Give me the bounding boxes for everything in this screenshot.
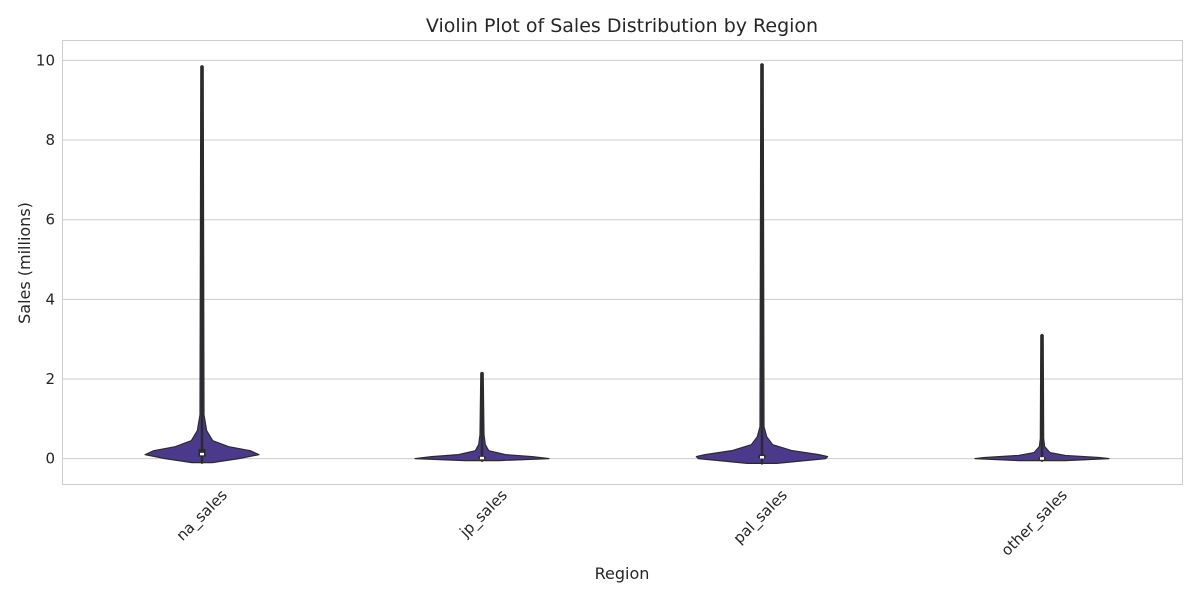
violins: [144, 63, 1110, 465]
gridlines: [62, 59, 1183, 460]
y-tick-label: 0: [45, 450, 55, 468]
violin-median: [200, 452, 204, 456]
y-tick-label: 2: [45, 370, 55, 388]
y-tick-label: 8: [45, 131, 55, 149]
x-axis-title: Region: [595, 564, 650, 583]
x-tick-label: na_sales: [173, 486, 232, 545]
x-tick-label: jp_sales: [455, 486, 511, 542]
y-axis-title: Sales (millions): [15, 202, 34, 324]
y-tick-label: 4: [45, 290, 55, 308]
violin-median: [760, 456, 764, 459]
plot-frame: [62, 40, 1183, 485]
y-tick-labels: 0 2 4 6 8 10: [36, 51, 55, 467]
violin-na_sales: [144, 65, 260, 464]
violin-other_sales: [974, 333, 1110, 462]
y-tick-label: 6: [45, 211, 55, 229]
x-tick-label: pal_sales: [730, 486, 792, 548]
violin-median: [1040, 457, 1044, 460]
x-tick-labels: na_sales jp_sales pal_sales other_sales: [173, 486, 1072, 560]
violin-jp_sales: [414, 371, 550, 462]
chart-title: Violin Plot of Sales Distribution by Reg…: [426, 15, 818, 37]
y-tick-label: 10: [36, 51, 55, 69]
violin-median: [480, 456, 484, 460]
violin-pal_sales: [695, 63, 829, 465]
x-tick-label: other_sales: [998, 486, 1072, 560]
